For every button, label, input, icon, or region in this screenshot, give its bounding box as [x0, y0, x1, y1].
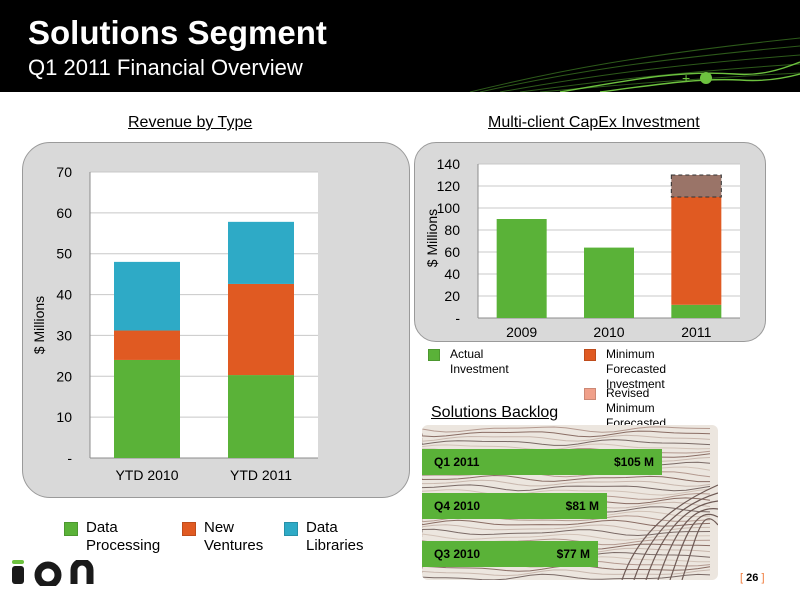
legend-label: Investment: [606, 377, 665, 391]
y-tick-label: 140: [437, 156, 461, 172]
header-dot-icon: [700, 72, 712, 84]
seismic-trace: [422, 533, 711, 541]
header-wave-decoration: [469, 37, 800, 92]
bar-actual-investment-2009: [496, 219, 547, 318]
x-tick-label: YTD 2010: [115, 467, 178, 483]
y-tick-label: 50: [56, 246, 72, 262]
backlog-title: Solutions Backlog: [431, 404, 559, 421]
y-axis-label: $ Millions: [424, 209, 440, 267]
y-tick-label: 20: [444, 288, 460, 304]
bar-revised-minimum-forecasted-investment-2011: [670, 174, 722, 198]
seismic-curve: [657, 508, 718, 580]
y-tick-label: 40: [444, 266, 460, 282]
legend-label: Data: [86, 519, 118, 536]
capex-chart-title: Multi-client CapEx Investment: [488, 114, 700, 131]
legend-label: Libraries: [306, 537, 364, 554]
y-tick-label: -: [67, 450, 72, 466]
bar-new-ventures-ytd-2011: [228, 283, 294, 376]
seismic-trace: [422, 488, 711, 496]
bar-data-libraries-ytd-2010: [114, 261, 180, 331]
backlog-period-label: Q1 2011: [434, 455, 480, 469]
seismic-trace: [422, 524, 711, 532]
legend-label: Minimum Forecasted: [606, 347, 667, 376]
seismic-curve: [681, 518, 718, 580]
page-title: Solutions Segment: [28, 14, 327, 51]
legend-swatch: [428, 349, 440, 361]
legend-swatch: [584, 349, 596, 361]
seismic-trace: [422, 426, 711, 433]
legend-label: Processing: [86, 537, 161, 554]
y-tick-label: 60: [56, 205, 72, 221]
x-tick-label: YTD 2011: [230, 467, 292, 483]
bar-new-ventures-ytd-2010: [114, 330, 180, 360]
bar-data-libraries-ytd-2011: [228, 221, 294, 284]
y-tick-label: 30: [56, 327, 72, 343]
page-subtitle: Q1 2011 Financial Overview: [28, 55, 303, 80]
legend-label: Actual Investment: [450, 347, 509, 376]
legend-swatch: [584, 388, 596, 400]
seismic-trace: [422, 519, 711, 527]
seismic-trace: [422, 573, 711, 580]
seismic-curve: [621, 484, 718, 580]
legend-item-data-processing: Data Processing: [64, 519, 160, 555]
revenue-chart-title: Revenue by Type: [128, 114, 253, 131]
legend-swatch: [284, 522, 298, 536]
bar-data-processing-ytd-2011: [228, 375, 294, 458]
backlog-value-label: $105 M: [613, 455, 654, 469]
ion-logo: [12, 560, 94, 586]
x-tick-label: 2011: [681, 324, 711, 340]
page-number: [ 26 ]: [740, 572, 765, 584]
backlog-value-label: $81 M: [565, 499, 599, 513]
legend-item-actual-investment: Actual Investment: [428, 347, 509, 377]
y-tick-label: 10: [56, 409, 72, 425]
legend-item-minimum-forecasted: Minimum Forecasted Investment: [584, 347, 666, 392]
legend-label: Data: [306, 519, 338, 536]
bar-actual-investment-2010: [584, 247, 634, 318]
x-tick-label: 2009: [506, 324, 537, 340]
x-tick-label: 2010: [593, 324, 624, 340]
y-tick-label: 60: [444, 244, 460, 260]
seismic-curve: [633, 492, 718, 580]
plus-icon: +: [682, 70, 691, 86]
backlog-bar-q1-2011: Q1 2011 $105 M: [422, 449, 662, 475]
seismic-trace: [422, 443, 711, 451]
y-axis-label: $ Millions: [31, 296, 47, 354]
seismic-trace: [422, 484, 711, 492]
seismic-trace: [422, 439, 711, 446]
y-tick-label: -: [455, 310, 460, 326]
backlog-period-label: Q3 2010: [434, 547, 481, 561]
backlog-bar-q4-2010: Q4 2010 $81 M: [422, 493, 607, 519]
backlog-period-label: Q4 2010: [434, 499, 481, 513]
seismic-curve: [645, 500, 718, 580]
slide-header: Solutions Segment Q1 2011 Financial Over…: [0, 0, 800, 92]
solutions-backlog-chart: Q1 2011 $105 M Q4 2010 $81 M Q3 2010 $77 M: [422, 425, 718, 580]
backlog-bar-q3-2010: Q3 2010 $77 M: [422, 541, 598, 567]
y-tick-label: 40: [56, 287, 72, 303]
y-tick-label: 120: [437, 178, 461, 194]
legend-item-new-ventures: New Ventures: [182, 519, 263, 555]
backlog-value-label: $77 M: [556, 547, 590, 561]
bar-data-processing-ytd-2010: [114, 359, 180, 458]
legend-item-data-libraries: Data Libraries: [284, 519, 364, 555]
seismic-curve: [669, 513, 718, 580]
seismic-trace: [422, 434, 711, 442]
seismic-trace: [422, 474, 710, 483]
legend-label: Revised Minimum: [606, 386, 655, 415]
y-tick-label: 20: [56, 368, 72, 384]
bar-actual-investment-2011: [671, 304, 722, 318]
seismic-trace: [422, 430, 711, 438]
seismic-trace: [422, 479, 711, 487]
legend-label: Ventures: [204, 537, 264, 554]
legend-swatch: [182, 522, 196, 536]
y-tick-label: 80: [444, 222, 460, 238]
y-tick-label: 100: [437, 200, 461, 216]
legend-label: New: [204, 519, 235, 536]
y-tick-label: 70: [56, 164, 72, 180]
legend-swatch: [64, 522, 78, 536]
seismic-trace: [422, 528, 711, 537]
bar-minimum-forecasted-investment-2011: [671, 197, 722, 305]
